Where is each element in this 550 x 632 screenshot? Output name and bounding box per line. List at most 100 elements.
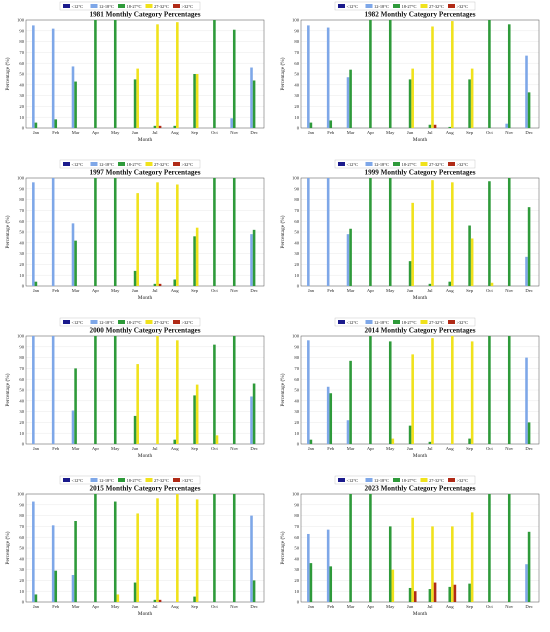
y-tick-label: 40 (294, 82, 299, 87)
bar (153, 125, 157, 128)
bar (193, 74, 196, 128)
bar (153, 283, 157, 286)
y-tick-label: 60 (294, 219, 299, 224)
plot-frame (25, 493, 265, 603)
y-tick-label: 60 (19, 377, 24, 382)
bar (451, 182, 454, 286)
bar (51, 525, 55, 602)
bar (470, 238, 474, 286)
y-tick-label: 80 (294, 513, 299, 518)
x-tick-label: Jul (427, 604, 433, 609)
bar (525, 256, 528, 286)
x-tick-label: Mar (347, 130, 355, 135)
x-tick-label: Mar (347, 446, 355, 451)
x-tick-label: Feb (327, 288, 335, 293)
bar-chart: <12°C 12-18°C 18-27°C 27-32°C >32°C 1997 Mont… (4, 159, 265, 301)
legend-swatch (393, 478, 400, 482)
bar (507, 494, 511, 602)
bar (116, 594, 120, 602)
y-tick-label: 100 (17, 492, 25, 497)
chart-panel: <12°C 12-18°C 18-27°C 27-32°C >32°C 1997 Mont… (0, 158, 275, 316)
y-tick-label: 50 (294, 72, 299, 77)
x-tick-label: Oct (211, 130, 218, 135)
y-gridlines (26, 335, 264, 445)
x-tick-label: May (111, 130, 120, 135)
x-tick-label: Nov (230, 288, 239, 293)
y-tick-label: 20 (294, 420, 299, 425)
legend-swatch (393, 4, 400, 8)
y-tick-label: 10 (294, 431, 299, 436)
x-tick-label: Sep (191, 130, 199, 135)
bar (388, 178, 392, 286)
x-tick-label: Jan (308, 130, 315, 135)
bar (232, 29, 236, 128)
chart-title: 2000 Monthly Category Percentages (89, 327, 200, 335)
bar (74, 81, 77, 128)
legend-label: 12-18°C (99, 320, 114, 325)
bar (349, 228, 352, 286)
bar (94, 20, 97, 128)
bar (527, 531, 531, 602)
bar (34, 122, 38, 128)
y-tick-label: 70 (19, 50, 24, 55)
legend-swatch (393, 162, 400, 166)
y-axis-label: Percentage (%) (4, 215, 11, 248)
bar (428, 283, 432, 286)
chart-legend: <12°C 12-18°C 18-27°C 27-32°C >32°C (334, 1, 476, 11)
legend-label: 27-32°C (429, 162, 444, 167)
bar (505, 123, 508, 128)
y-tick-label: 100 (292, 334, 300, 339)
legend-label: <12°C (347, 320, 359, 325)
x-tick-label: Nov (230, 130, 239, 135)
legend-label: 27-32°C (154, 320, 169, 325)
x-tick-label: Jan (308, 604, 315, 609)
bar (369, 494, 372, 602)
x-tick-label: Sep (466, 604, 474, 609)
x-tick-label: Aug (446, 288, 455, 293)
legend-swatch (420, 4, 428, 8)
bar (507, 336, 511, 444)
y-gridlines (26, 493, 264, 603)
bar (250, 234, 253, 286)
bar (431, 526, 434, 602)
y-tick-label: 10 (19, 431, 24, 436)
x-tick-label: Mar (72, 130, 80, 135)
legend-label: <12°C (347, 162, 359, 167)
legend-label: 18-27°C (127, 4, 142, 9)
chart-title: 2023 Monthly Category Percentages (364, 485, 475, 493)
legend-label: >32°C (182, 4, 194, 9)
legend-label: 12-18°C (374, 4, 389, 9)
bars (32, 494, 256, 602)
bar (470, 341, 474, 444)
chart-title: 1997 Monthly Category Percentages (89, 169, 200, 177)
x-tick-label: Mar (72, 446, 80, 451)
chart-panel: <12°C 12-18°C 18-27°C 27-32°C >32°C 2014 Mont… (275, 316, 550, 474)
x-tick-label: Jan (308, 446, 315, 451)
legend-label: <12°C (72, 4, 84, 9)
x-tick-label: Oct (486, 604, 493, 609)
bar (195, 74, 199, 128)
y-tick-label: 90 (294, 28, 299, 33)
y-tick-label: 10 (294, 115, 299, 120)
bar (525, 55, 528, 128)
legend-label: 12-18°C (374, 478, 389, 483)
x-tick-label: Nov (505, 288, 514, 293)
legend-swatch (63, 4, 70, 8)
y-tick-label: 80 (294, 197, 299, 202)
legend-swatch (420, 478, 428, 482)
bar (326, 529, 330, 602)
y-axis-label: Percentage (%) (279, 531, 286, 564)
x-tick-label: Jan (33, 446, 40, 451)
x-tick-label: May (386, 604, 395, 609)
bar (470, 68, 474, 128)
chart-panel: <12°C 12-18°C 18-27°C 27-32°C >32°C 2015 Mont… (0, 474, 275, 632)
bar (213, 344, 216, 444)
bar (428, 124, 432, 128)
legend-label: 18-27°C (127, 320, 142, 325)
chart-legend: <12°C 12-18°C 18-27°C 27-32°C >32°C (334, 317, 476, 327)
bar-chart: <12°C 12-18°C 18-27°C 27-32°C >32°C 2014 Mont… (279, 317, 540, 459)
legend-swatch (420, 162, 428, 166)
bar (507, 24, 511, 128)
plot-frame (25, 335, 265, 445)
